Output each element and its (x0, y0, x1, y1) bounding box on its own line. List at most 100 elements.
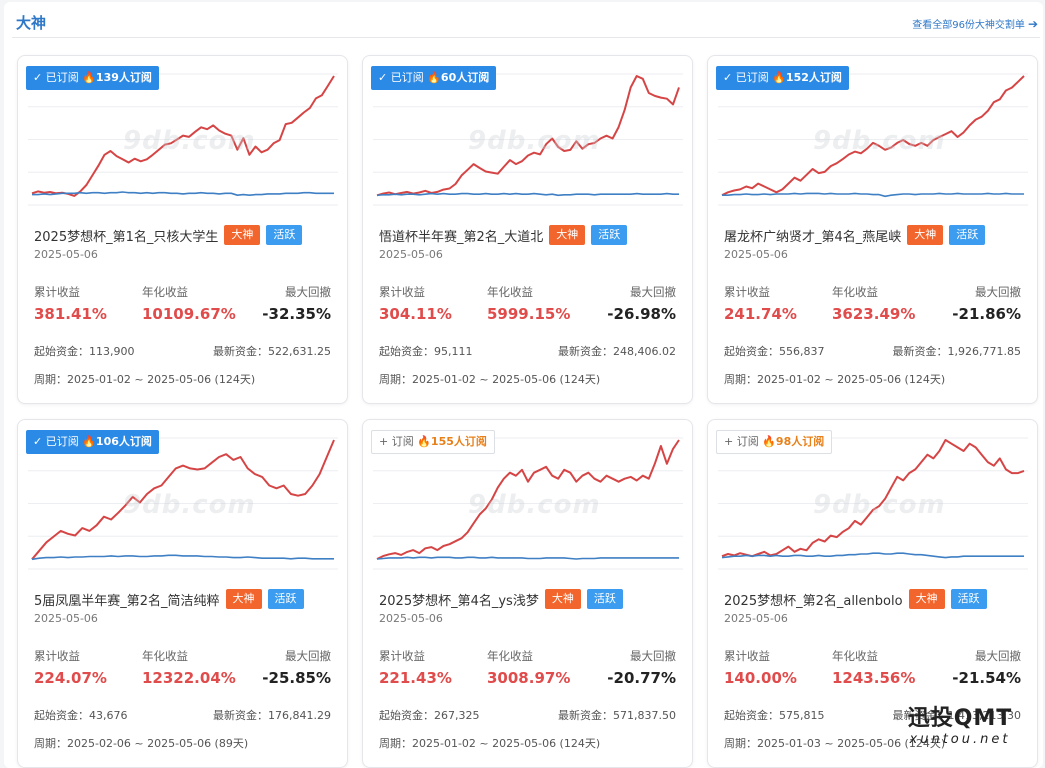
cum-return-stat: 累计收益 224.07% (34, 648, 107, 687)
active-tag: 活跃 (950, 589, 987, 609)
strategy-title[interactable]: 2025梦想杯_第4名_ys浅梦 (379, 593, 539, 609)
master-tag: 大神 (225, 589, 262, 609)
max-drawdown-value: -21.54% (952, 669, 1021, 687)
period: 周期：2025-01-02 ~ 2025-05-06 (124天) (379, 735, 600, 751)
subscriber-count: 152人订阅 (785, 71, 842, 84)
master-tag: 大神 (549, 225, 586, 245)
latest-fund: 最新资金：522,631.25 (213, 343, 331, 359)
subscribe-badge[interactable]: + 订阅 🔥155人订阅 (371, 430, 495, 454)
subscribe-badge[interactable]: + 订阅 🔥98人订阅 (716, 430, 833, 454)
subscribe-label: ✓ 已订阅 (33, 435, 79, 448)
card-title-row: 2025梦想杯_第2名_allenbolo 大神 活跃 (724, 588, 987, 610)
strategy-title[interactable]: 2025梦想杯_第1名_只核大学生 (34, 229, 219, 245)
subscribe-badge[interactable]: ✓ 已订阅 🔥139人订阅 (26, 66, 159, 90)
strategy-card[interactable]: 9db.com + 订阅 🔥98人订阅 2025梦想杯_第2名_allenbol… (707, 419, 1038, 768)
return-chart-svg (28, 437, 338, 570)
strategy-title[interactable]: 5届凤凰半年赛_第2名_简洁纯粹 (34, 593, 220, 609)
strategy-title[interactable]: 屠龙杯广纳贤才_第4名_燕尾峡 (724, 229, 902, 245)
annual-return-value: 1243.56% (832, 669, 916, 687)
subscribe-badge[interactable]: ✓ 已订阅 🔥152人订阅 (716, 66, 849, 90)
max-drawdown-label: 最大回撤 (975, 285, 1021, 299)
chart-watermark: 9db.com (813, 126, 946, 156)
max-drawdown-stat: 最大回撤 -26.98% (607, 284, 676, 323)
max-drawdown-label: 最大回撤 (285, 649, 331, 663)
period-label: 周期： (379, 373, 412, 386)
period-value: 2025-01-03 ~ 2025-05-06 (124天) (757, 737, 946, 750)
start-fund-value: 267,325 (434, 709, 480, 722)
period-label: 周期： (724, 373, 757, 386)
subscribe-label: + 订阅 (379, 435, 414, 448)
strategy-return-line (721, 439, 1025, 558)
latest-fund: 最新资金：571,837.50 (558, 707, 676, 723)
annual-return-label: 年化收益 (142, 285, 188, 299)
strategy-card[interactable]: 9db.com ✓ 已订阅 🔥139人订阅 2025梦想杯_第1名_只核大学生 … (17, 55, 348, 404)
annual-return-label: 年化收益 (142, 649, 188, 663)
start-fund-label: 起始资金： (379, 345, 434, 358)
cum-return-label: 累计收益 (34, 285, 80, 299)
strategy-title[interactable]: 2025梦想杯_第2名_allenbolo (724, 593, 903, 609)
strategy-title[interactable]: 悟道杯半年赛_第2名_大道北 (379, 229, 544, 245)
latest-fund: 最新资金：176,841.29 (213, 707, 331, 723)
start-fund: 起始资金：113,900 (34, 343, 135, 359)
max-drawdown-value: -25.85% (262, 669, 331, 687)
return-chart-svg (718, 73, 1028, 206)
period: 周期：2025-01-02 ~ 2025-05-06 (124天) (34, 371, 255, 387)
chart-watermark: 9db.com (123, 490, 256, 520)
max-drawdown-value: -32.35% (262, 305, 331, 323)
master-tag: 大神 (907, 225, 944, 245)
max-drawdown-stat: 最大回撤 -25.85% (262, 648, 331, 687)
period-value: 2025-01-02 ~ 2025-05-06 (124天) (412, 737, 601, 750)
fire-icon: 🔥 (82, 435, 96, 448)
view-all-label: 查看全部96份大神交割单 (912, 20, 1025, 31)
cum-return-label: 累计收益 (34, 649, 80, 663)
cum-return-stat: 累计收益 304.11% (379, 284, 452, 323)
chart-watermark: 9db.com (813, 490, 946, 520)
strategy-card[interactable]: 9db.com + 订阅 🔥155人订阅 2025梦想杯_第4名_ys浅梦 大神… (362, 419, 693, 768)
master-tag: 大神 (908, 589, 945, 609)
panel-header: 大神 查看全部96份大神交割单 ➔ (12, 10, 1040, 38)
fire-icon: 🔥 (772, 71, 786, 84)
strategy-card[interactable]: 9db.com ✓ 已订阅 🔥152人订阅 屠龙杯广纳贤才_第4名_燕尾峡 大神… (707, 55, 1038, 404)
annual-return-stat: 年化收益 12322.04% (142, 648, 236, 687)
start-fund-value: 43,676 (89, 709, 128, 722)
strategy-card[interactable]: 9db.com ✓ 已订阅 🔥60人订阅 悟道杯半年赛_第2名_大道北 大神 活… (362, 55, 693, 404)
latest-fund-label: 最新资金： (213, 345, 269, 358)
max-drawdown-stat: 最大回撤 -21.86% (952, 284, 1021, 323)
latest-fund: 最新资金：248,406.02 (558, 343, 676, 359)
strategy-return-line (31, 75, 335, 197)
latest-fund-value: 522,631.25 (268, 345, 331, 358)
max-drawdown-value: -20.77% (607, 669, 676, 687)
annual-return-stat: 年化收益 5999.15% (487, 284, 570, 323)
max-drawdown-stat: 最大回撤 -21.54% (952, 648, 1021, 687)
cum-return-value: 304.11% (379, 305, 452, 323)
fire-icon: 🔥 (82, 71, 96, 84)
strategy-card[interactable]: 9db.com ✓ 已订阅 🔥106人订阅 5届凤凰半年赛_第2名_简洁纯粹 大… (17, 419, 348, 768)
card-title-row: 2025梦想杯_第1名_只核大学生 大神 活跃 (34, 224, 303, 246)
latest-fund-label: 最新资金： (558, 345, 614, 358)
cum-return-stat: 累计收益 140.00% (724, 648, 797, 687)
max-drawdown-stat: 最大回撤 -32.35% (262, 284, 331, 323)
cum-return-stat: 累计收益 221.43% (379, 648, 452, 687)
max-drawdown-label: 最大回撤 (975, 649, 1021, 663)
benchmark-return-line (722, 192, 1024, 198)
view-all-link[interactable]: 查看全部96份大神交割单 ➔ (912, 16, 1038, 31)
start-fund-value: 113,900 (89, 345, 135, 358)
subscribe-badge[interactable]: ✓ 已订阅 🔥106人订阅 (26, 430, 159, 454)
subscribe-label: + 订阅 (724, 435, 759, 448)
annual-return-label: 年化收益 (832, 649, 878, 663)
cum-return-label: 累计收益 (724, 649, 770, 663)
start-fund-value: 575,815 (779, 709, 825, 722)
strategy-return-line (376, 439, 680, 560)
benchmark-return-line (376, 192, 679, 197)
return-chart: 9db.com (718, 428, 1028, 573)
subscribe-label: ✓ 已订阅 (723, 71, 769, 84)
cum-return-stat: 累计收益 241.74% (724, 284, 797, 323)
benchmark-return-line (376, 556, 679, 560)
subscriber-count: 106人订阅 (95, 435, 152, 448)
cum-return-value: 224.07% (34, 669, 107, 687)
start-fund: 起始资金：43,676 (34, 707, 128, 723)
cum-return-label: 累计收益 (379, 649, 425, 663)
subscribe-badge[interactable]: ✓ 已订阅 🔥60人订阅 (371, 66, 497, 90)
return-chart-svg (28, 73, 338, 206)
card-title-row: 2025梦想杯_第4名_ys浅梦 大神 活跃 (379, 588, 623, 610)
